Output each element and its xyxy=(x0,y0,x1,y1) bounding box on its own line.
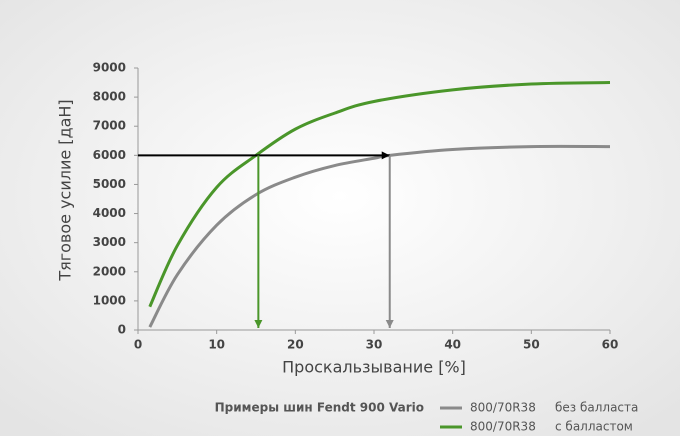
y-tick-label: 8000 xyxy=(93,90,126,104)
legend-label: 800/70R38 xyxy=(470,401,536,415)
x-tick-label: 50 xyxy=(523,338,540,352)
y-tick-label: 4000 xyxy=(93,206,126,220)
legend-note: без балласта xyxy=(555,401,638,415)
y-tick-label: 6000 xyxy=(93,148,126,162)
x-tick-label: 60 xyxy=(602,338,619,352)
x-tick-label: 20 xyxy=(287,338,304,352)
legend-note: с балластом xyxy=(555,420,633,434)
x-tick-label: 30 xyxy=(366,338,383,352)
series-line xyxy=(148,144,611,328)
y-tick-label: 2000 xyxy=(93,264,126,278)
legend-title: Примеры шин Fendt 900 Vario xyxy=(215,401,424,415)
y-tick-label: 5000 xyxy=(93,177,126,191)
y-tick-label: 0 xyxy=(118,323,126,337)
series-line xyxy=(148,81,611,308)
y-tick-label: 3000 xyxy=(93,235,126,249)
drop-arrow-head xyxy=(254,320,263,328)
y-tick-label: 9000 xyxy=(93,61,126,75)
legend-label: 800/70R38 xyxy=(470,420,536,434)
x-axis-label: Проскальзывание [%] xyxy=(282,358,466,377)
x-tick-label: 10 xyxy=(208,338,225,352)
y-tick-label: 7000 xyxy=(93,119,126,133)
x-tick-label: 40 xyxy=(444,338,461,352)
y-axis-label: Тяговое усилие [даН] xyxy=(56,99,75,281)
drop-arrow-head xyxy=(385,320,394,328)
y-tick-label: 1000 xyxy=(93,293,126,307)
x-tick-label: 0 xyxy=(134,338,142,352)
guide-arrow-head xyxy=(381,151,390,160)
